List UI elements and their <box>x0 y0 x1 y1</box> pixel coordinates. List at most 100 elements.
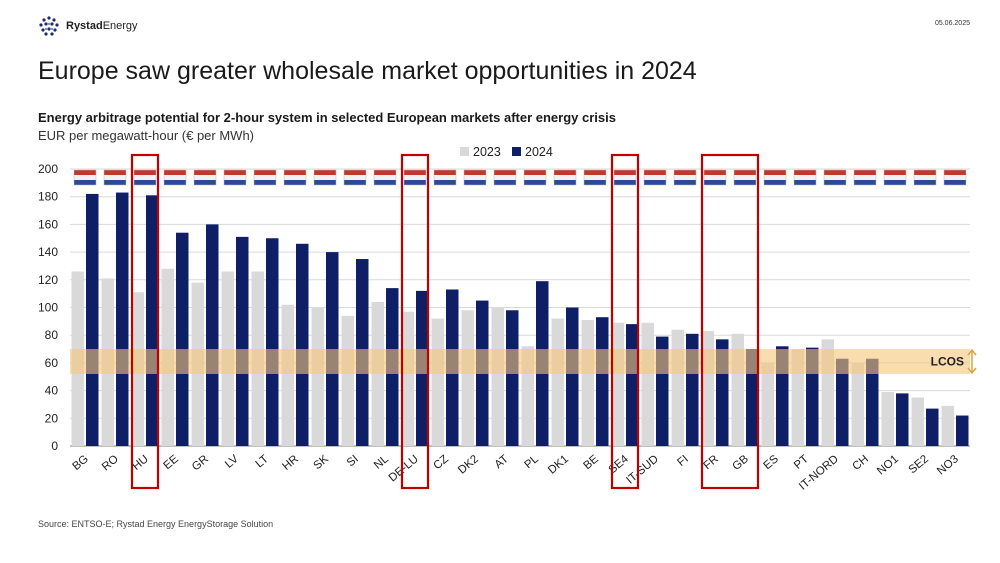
y-tick-label: 120 <box>38 273 58 287</box>
flag-stripe <box>164 180 186 185</box>
y-tick-label: 60 <box>45 356 59 370</box>
bar-2023 <box>761 362 774 446</box>
x-tick-label: DK2 <box>456 453 481 477</box>
flag-stripe <box>134 175 156 180</box>
x-tick-label: RO <box>100 453 121 473</box>
flag-stripe <box>734 170 756 175</box>
flag-stripe <box>494 170 516 175</box>
flag-stripe <box>914 175 936 180</box>
bar-2024 <box>266 238 279 446</box>
x-tick-label: AT <box>493 453 511 471</box>
flag-stripe <box>644 175 666 180</box>
double-arrow-icon <box>967 348 977 375</box>
flag-stripe <box>524 180 546 185</box>
bar-2024 <box>506 310 519 446</box>
flag-stripe <box>554 180 576 185</box>
flag-border <box>913 169 937 186</box>
flag-border <box>763 169 787 186</box>
flag-icon <box>523 169 547 186</box>
flag-stripe <box>614 175 636 180</box>
flag-border <box>793 169 817 186</box>
legend-label-2024: 2024 <box>525 145 553 159</box>
flag-icon <box>673 169 697 186</box>
x-tick-label: HR <box>280 453 300 473</box>
flag-icon <box>343 169 367 186</box>
flag-icon <box>133 169 157 186</box>
flag-border <box>253 169 277 186</box>
flag-icon <box>763 169 787 186</box>
bar-2023 <box>401 311 414 446</box>
arrow-head <box>967 367 977 375</box>
flag-stripe <box>854 170 876 175</box>
flag-stripe <box>494 175 516 180</box>
bar-2024 <box>956 415 969 446</box>
flag-border <box>373 169 397 186</box>
bar-2023 <box>461 310 474 446</box>
bar-2024 <box>566 307 579 446</box>
x-tick-label: PT <box>792 453 811 472</box>
flag-border <box>103 169 127 186</box>
flag-icon <box>823 169 847 186</box>
bar-2024 <box>596 317 609 446</box>
legend-label-2023: 2023 <box>473 145 501 159</box>
flag-stripe <box>884 170 906 175</box>
x-tick-label: LT <box>254 453 271 470</box>
bar-2023 <box>551 318 564 446</box>
flag-stripe <box>674 170 696 175</box>
flag-icon <box>403 169 427 186</box>
flag-stripe <box>704 180 726 185</box>
bar-2024 <box>236 236 249 446</box>
flag-stripe <box>224 170 246 175</box>
flag-stripe <box>764 170 786 175</box>
flag-stripe <box>344 175 366 180</box>
flag-icon <box>883 169 907 186</box>
flag-stripe <box>824 175 846 180</box>
flag-stripe <box>554 170 576 175</box>
x-tick-label: BG <box>70 453 90 473</box>
flag-stripe <box>734 175 756 180</box>
bar-2023 <box>881 391 894 446</box>
flag-icon <box>943 169 967 186</box>
bar-2024 <box>176 232 189 446</box>
flag-icon <box>553 169 577 186</box>
bar-2024 <box>326 252 339 446</box>
flag-stripe <box>374 175 396 180</box>
flag-border <box>553 169 577 186</box>
flag-stripe <box>404 175 426 180</box>
unit-label: EUR per megawatt-hour (€ per MWh) <box>38 128 255 143</box>
flag-stripe <box>314 175 336 180</box>
bar-2024 <box>86 193 99 446</box>
flag-stripe <box>74 170 96 175</box>
flag-stripe <box>194 170 216 175</box>
flag-stripe <box>794 170 816 175</box>
flag-stripe <box>224 180 246 185</box>
flag-icon <box>253 169 277 186</box>
flag-stripe <box>344 180 366 185</box>
flag-stripe <box>314 170 336 175</box>
flag-icon <box>613 169 637 186</box>
x-tick-label: BE <box>581 453 601 472</box>
flag-stripe <box>374 180 396 185</box>
flag-border <box>613 169 637 186</box>
x-tick-label: LV <box>223 453 241 471</box>
bar-2024 <box>206 224 219 446</box>
bar-2023 <box>701 331 714 446</box>
flag-stripe <box>284 175 306 180</box>
flag-border <box>133 169 157 186</box>
x-tick-label: DK1 <box>546 453 571 477</box>
flag-border <box>643 169 667 186</box>
flag-icon <box>103 169 127 186</box>
flag-stripe <box>164 170 186 175</box>
flag-stripe <box>464 175 486 180</box>
flag-stripe <box>344 170 366 175</box>
flag-border <box>343 169 367 186</box>
x-tick-label: FR <box>701 453 720 472</box>
flag-stripe <box>584 180 606 185</box>
flag-border <box>223 169 247 186</box>
flag-icon <box>283 169 307 186</box>
flag-stripe <box>674 180 696 185</box>
x-tick-label: GR <box>190 453 211 473</box>
flag-border <box>283 169 307 186</box>
bar-2023 <box>281 304 294 446</box>
x-tick-label: SK <box>311 453 331 472</box>
